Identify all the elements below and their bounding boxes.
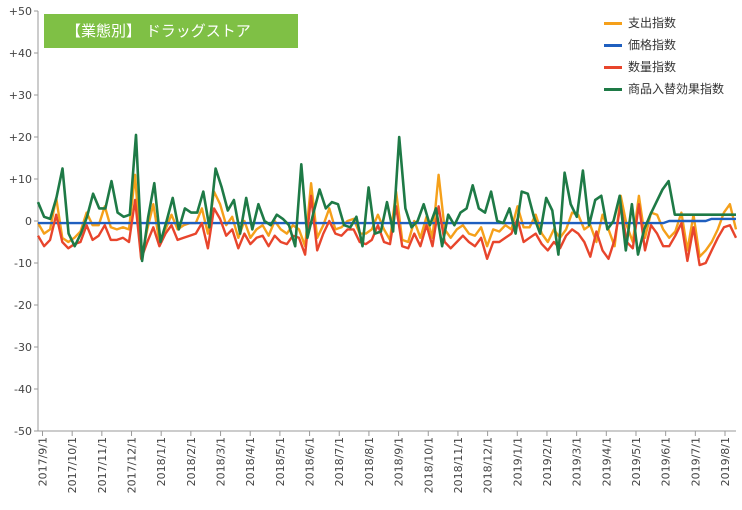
chart-title: 【業態別】 ドラッグストア	[44, 14, 298, 48]
x-tick-label: 2018/9/1	[393, 437, 406, 486]
x-tick-label: 2017/11/1	[96, 437, 109, 493]
x-tick-label: 2017/12/1	[126, 437, 139, 493]
series-replacement-line	[36, 133, 736, 263]
x-tick-label: 2018/12/1	[482, 437, 495, 493]
y-tick-label: -20	[14, 299, 32, 312]
x-tick-label: 2019/1/1	[511, 437, 524, 486]
x-tick-label: 2018/11/1	[452, 437, 465, 493]
legend-label-price: 価格指数	[628, 38, 677, 52]
x-tick-label: 2018/5/1	[274, 437, 287, 486]
x-tick-label: 2018/7/1	[333, 437, 346, 486]
legend-swatch-price	[604, 44, 622, 47]
y-tick-label: +40	[9, 47, 32, 60]
legend-label-spending: 支出指数	[628, 16, 677, 30]
series-price-line	[38, 217, 736, 225]
y-tick-label: +20	[9, 131, 32, 144]
x-tick-label: 2018/1/1	[155, 437, 168, 486]
y-tick-label: -10	[14, 257, 32, 270]
legend-label-quantity: 数量指数	[628, 60, 677, 74]
legend-swatch-quantity	[604, 66, 622, 69]
x-tick-label: 2019/3/1	[571, 437, 584, 486]
y-tick-label: -30	[14, 341, 32, 354]
x-tick-label: 2017/10/1	[66, 437, 79, 493]
x-tick-label: 2019/4/1	[600, 437, 613, 486]
x-tick-label: 2018/6/1	[304, 437, 317, 486]
legend-swatch-replacement	[604, 88, 622, 91]
y-tick-label: -40	[14, 383, 32, 396]
series-quantity-line	[36, 194, 738, 267]
y-tick-label: -50	[14, 425, 32, 438]
x-tick-label: 2018/4/1	[244, 437, 257, 486]
x-tick-label: 2017/9/1	[37, 437, 50, 486]
y-tick-label: +10	[9, 173, 32, 186]
legend-label-replacement: 商品入替効果指数	[628, 82, 725, 96]
x-tick-label: 2019/7/1	[689, 437, 702, 486]
legend-swatch-spending	[604, 22, 622, 25]
x-tick-label: 2019/5/1	[630, 437, 643, 486]
x-tick-label: 2019/8/1	[719, 437, 732, 486]
x-tick-label: 2019/2/1	[541, 437, 554, 486]
y-tick-label: +50	[9, 5, 32, 18]
x-tick-label: 2018/8/1	[363, 437, 376, 486]
x-tick-label: 2018/2/1	[185, 437, 198, 486]
x-tick-label: 2018/3/1	[215, 437, 228, 486]
y-tick-label: +30	[9, 89, 32, 102]
x-tick-label: 2019/6/1	[660, 437, 673, 486]
x-tick-label: 2018/10/1	[422, 437, 435, 493]
y-tick-label: 0	[25, 215, 32, 228]
